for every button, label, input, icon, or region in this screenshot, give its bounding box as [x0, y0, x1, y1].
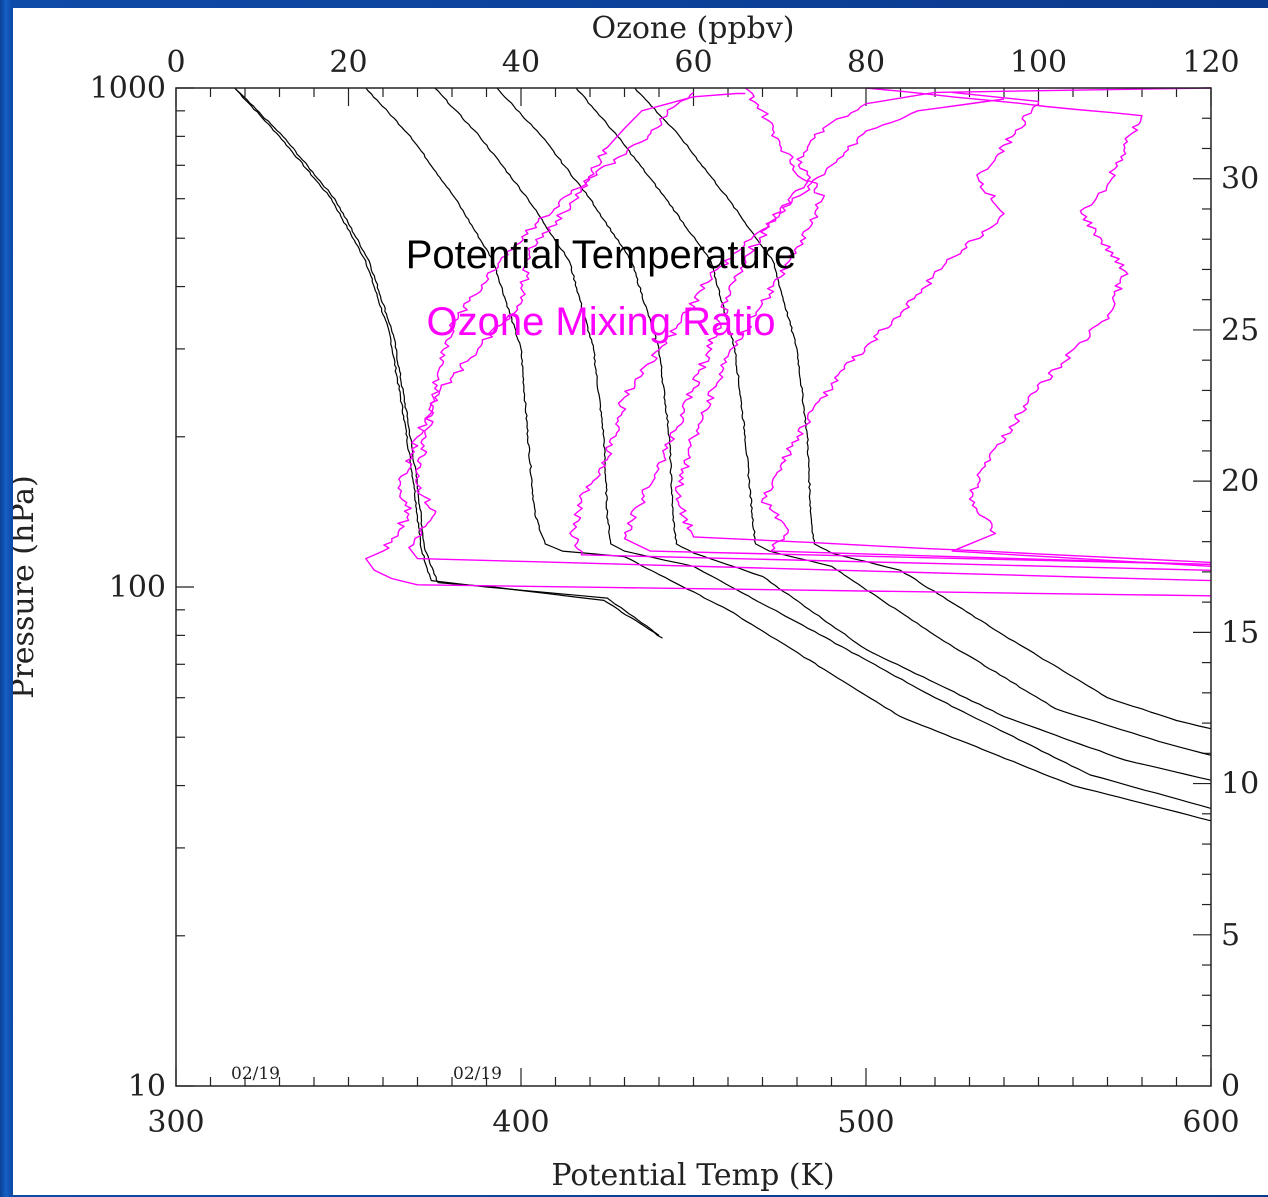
- y-left-tick-label: 1000: [90, 71, 166, 106]
- x-top-tick-label: 40: [502, 45, 540, 80]
- x-top-tick-label: 80: [847, 45, 885, 80]
- y-right-tick-label: 20: [1221, 464, 1259, 499]
- x-bottom-tick-label: 400: [492, 1105, 549, 1140]
- ozone-profile-line: [366, 94, 1211, 596]
- x-top-tick-label: 20: [329, 45, 367, 80]
- left-axis-title: Pressure (hPa): [13, 475, 41, 698]
- x-bottom-tick-label: 300: [147, 1105, 204, 1140]
- ozone-profile-line: [866, 88, 1211, 566]
- x-top-tick-label: 120: [1182, 45, 1239, 80]
- ozone-profile-line: [762, 92, 1211, 564]
- y-left-tick-label: 10: [128, 1069, 166, 1104]
- legend-ozone-mixing-ratio: Ozone Mixing Ratio: [426, 300, 775, 344]
- potential-temperature-line: [366, 88, 1211, 821]
- potential-temperature-line: [635, 88, 1211, 729]
- date-label-1: 02/19: [231, 1064, 280, 1084]
- y-right-tick-label: 25: [1221, 313, 1259, 348]
- y-left-tick-label: 100: [109, 570, 166, 605]
- y-right-tick-label: 15: [1221, 615, 1259, 650]
- date-label-2: 02/19: [453, 1064, 502, 1084]
- bottom-axis-title: Potential Temp (K): [551, 1158, 834, 1193]
- x-top-tick-label: 0: [166, 45, 185, 80]
- y-right-tick-label: 10: [1221, 767, 1259, 802]
- x-top-tick-label: 100: [1010, 45, 1067, 80]
- chart-panel: 300 400 500 600 0 20 40 60 80 100 120 10 100 1000 0 5 10…: [13, 8, 1268, 1195]
- y-right-tick-label: 30: [1221, 162, 1259, 197]
- top-axis-title: Ozone (ppbv): [591, 11, 794, 46]
- potential-temperature-line: [576, 88, 1211, 755]
- potential-temperature-line: [435, 88, 1211, 808]
- y-right-tick-label: 5: [1221, 918, 1240, 953]
- x-bottom-tick-label: 600: [1182, 1105, 1239, 1140]
- legend-potential-temperature: Potential Temperature: [406, 233, 797, 277]
- y-right-tick-label: 0: [1221, 1069, 1240, 1104]
- x-bottom-tick-label: 500: [837, 1105, 894, 1140]
- x-top-tick-label: 60: [674, 45, 712, 80]
